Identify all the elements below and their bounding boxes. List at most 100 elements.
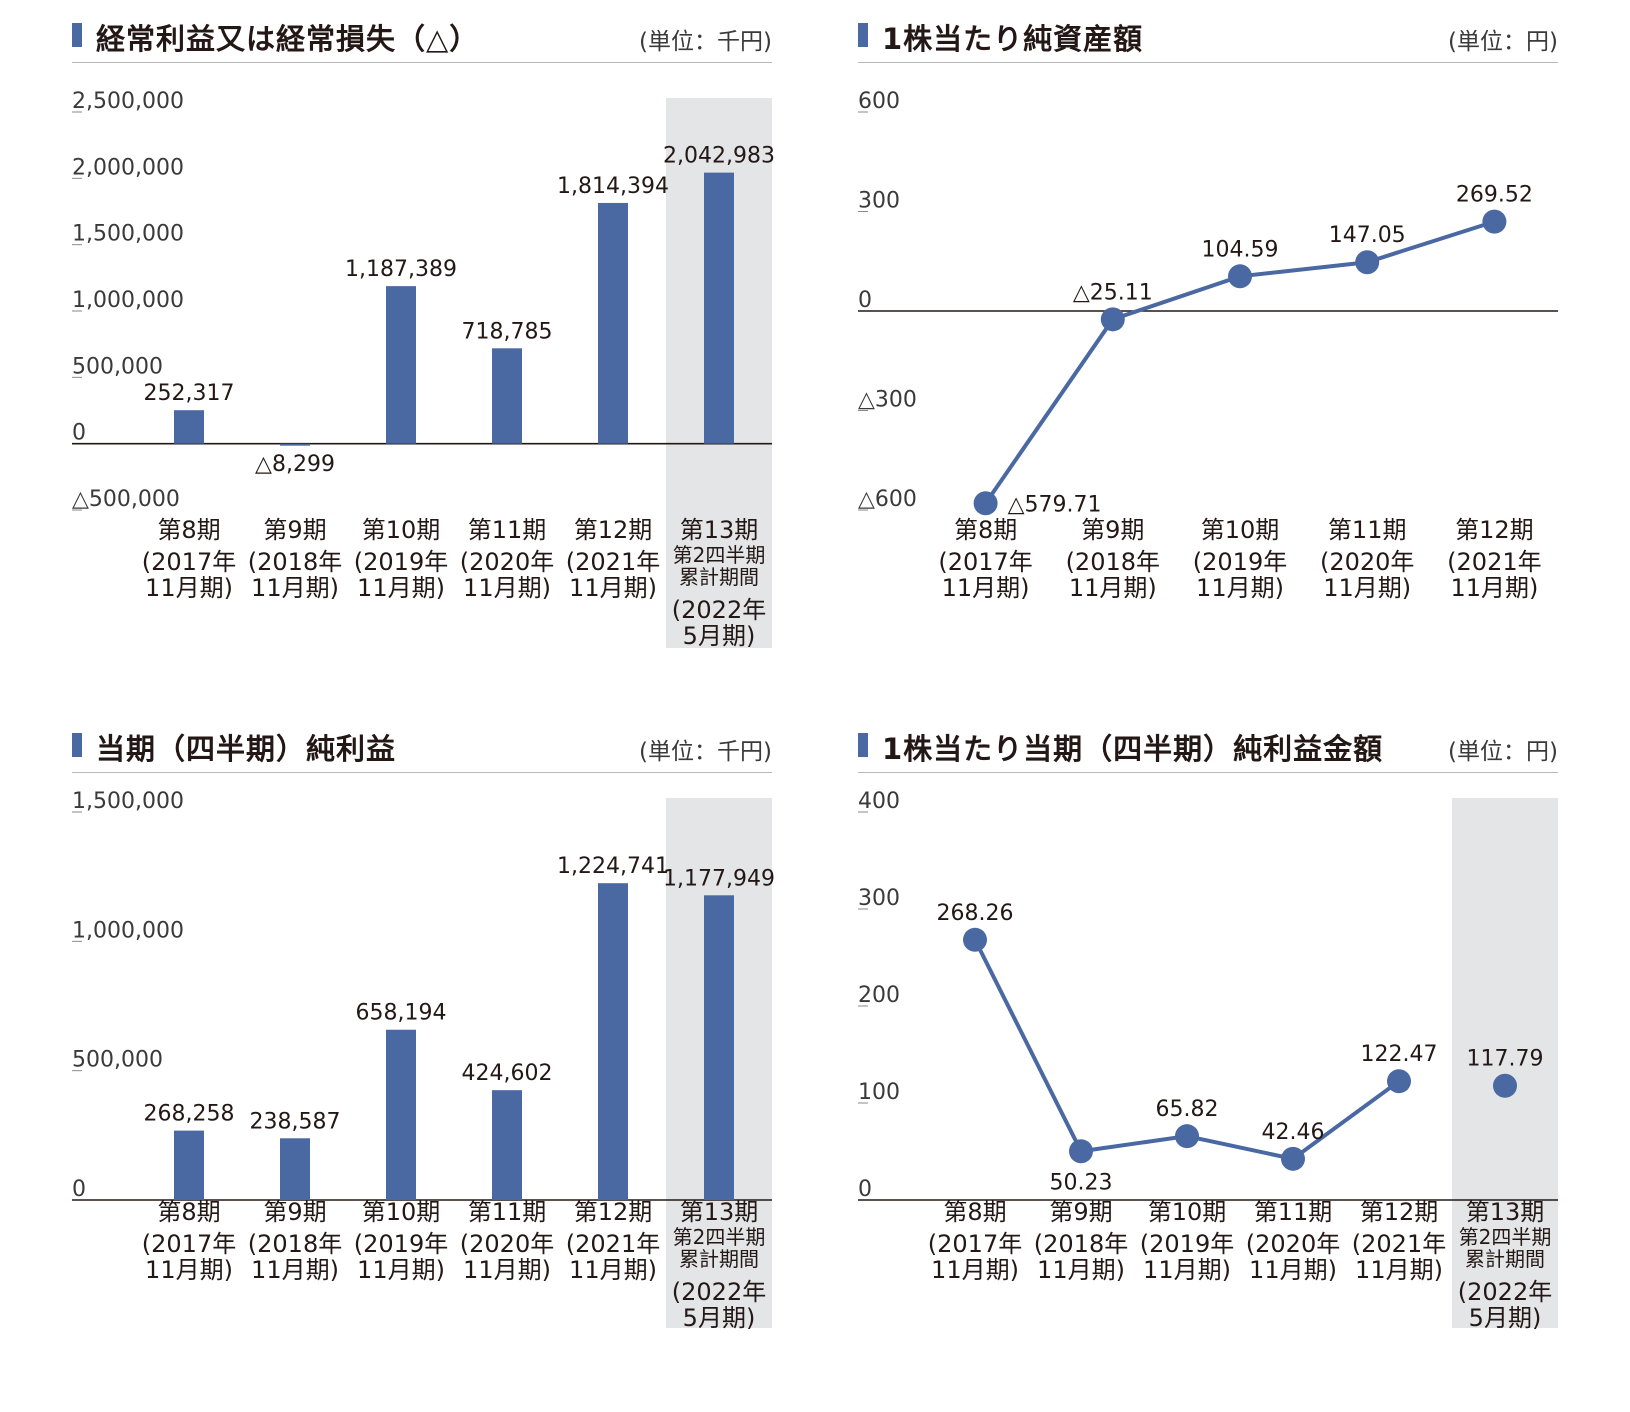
- panel-header: 経常利益又は経常損失（△） (単位：千円): [72, 12, 772, 63]
- bar: [492, 1090, 522, 1200]
- bar: [174, 410, 204, 444]
- x-label-line: 第8期: [943, 1198, 1006, 1226]
- title-marker: [858, 733, 868, 757]
- x-label-line: 第13期: [1466, 1198, 1545, 1226]
- x-label-line: (2017年: [938, 548, 1032, 576]
- x-label-line: (2019年: [354, 548, 448, 576]
- ytick-label: 200: [858, 983, 900, 1008]
- x-label-line: 11月期): [463, 574, 551, 602]
- x-label-line: (2021年: [1447, 548, 1541, 576]
- x-label-line: 第9期: [263, 1198, 326, 1226]
- title-marker: [72, 23, 82, 47]
- x-label-line: 累計期間: [679, 1247, 759, 1271]
- x-label-line: (2019年: [354, 1230, 448, 1258]
- data-point: [963, 927, 987, 952]
- x-label-line: (2018年: [248, 1230, 342, 1258]
- panel-title: 経常利益又は経常損失（△）: [96, 22, 480, 56]
- panel-title: 1株当たり純資産額: [882, 22, 1144, 56]
- bar: [280, 1138, 310, 1200]
- panel-header: 1株当たり当期（四半期）純利益金額 (単位：円): [858, 722, 1558, 773]
- x-label-line: 第8期: [157, 1198, 220, 1226]
- x-label-line: 5月期): [1469, 1304, 1542, 1332]
- x-label-line: (2022年: [672, 596, 766, 624]
- x-label-line: 第11期: [468, 1198, 547, 1226]
- x-label-line: 11月期): [1323, 574, 1411, 602]
- x-label-line: 11月期): [145, 1256, 233, 1284]
- x-label-line: 5月期): [683, 622, 756, 650]
- ytick-label: 1,500,000: [72, 222, 184, 247]
- x-label-line: 第10期: [1201, 516, 1280, 544]
- x-label-line: 第12期: [1360, 1198, 1439, 1226]
- ytick-label: 500,000: [72, 354, 163, 379]
- data-label: 147.05: [1329, 223, 1406, 248]
- title-marker: [72, 733, 82, 757]
- data-label: 424,602: [462, 1061, 553, 1086]
- ytick-label: 0: [858, 1177, 872, 1202]
- x-label-line: 累計期間: [679, 565, 759, 589]
- x-label-line: (2021年: [1352, 1230, 1446, 1258]
- x-label-line: 第11期: [1328, 516, 1407, 544]
- data-label: 50.23: [1050, 1170, 1113, 1195]
- x-label-line: (2018年: [248, 548, 342, 576]
- x-label-line: (2021年: [566, 548, 660, 576]
- ytick-label: 1,000,000: [72, 918, 184, 943]
- x-label-line: 第10期: [362, 1198, 441, 1226]
- unit-label: (単位：円): [1448, 739, 1558, 765]
- x-label-line: 11月期): [357, 1256, 445, 1284]
- ytick-label: △600: [858, 487, 917, 512]
- data-label: 1,177,949: [663, 866, 775, 891]
- x-label-line: 第10期: [1148, 1198, 1227, 1226]
- line-chart-eps: 400 300 200 100 0 268.26 50.23 65.82 42.46 122.47…: [858, 789, 1558, 1332]
- x-label-line: 11月期): [569, 574, 657, 602]
- data-label: 1,224,741: [557, 854, 669, 879]
- x-label-line: 第11期: [1254, 1198, 1333, 1226]
- x-label-line: (2020年: [1320, 548, 1414, 576]
- x-label-line: 11月期): [1037, 1256, 1125, 1284]
- x-label-line: 第13期: [680, 1198, 759, 1226]
- x-label-line: 第2四半期: [673, 543, 766, 567]
- data-label: 65.82: [1156, 1097, 1219, 1122]
- bar: [280, 443, 310, 446]
- x-label-line: 5月期): [683, 1304, 756, 1332]
- bar: [386, 1029, 416, 1200]
- bar-chart-ordinary-income: 2,500,000 2,000,000 1,500,000 1,000,000 500,…: [72, 89, 775, 650]
- x-label-line: 第12期: [1455, 516, 1534, 544]
- data-label: 1,814,394: [557, 174, 669, 199]
- data-label: 252,317: [144, 381, 235, 406]
- data-label: △579.71: [1008, 492, 1102, 517]
- x-label-line: 第9期: [1049, 1198, 1112, 1226]
- x-label-line: (2018年: [1066, 548, 1160, 576]
- x-label-line: (2017年: [142, 548, 236, 576]
- data-point: [1387, 1069, 1411, 1094]
- ytick-label: 300: [858, 189, 900, 214]
- x-label-line: (2022年: [1458, 1278, 1552, 1306]
- unit-label: (単位：千円): [639, 739, 772, 765]
- data-label: 117.79: [1467, 1047, 1544, 1072]
- data-label: 1,187,389: [345, 257, 457, 282]
- highlight-band: [1452, 798, 1558, 1328]
- x-label-line: (2017年: [928, 1230, 1022, 1258]
- x-label-line: 第9期: [1081, 516, 1144, 544]
- x-label-line: 11月期): [1450, 574, 1538, 602]
- ytick-label: △300: [858, 388, 917, 413]
- x-label-line: (2018年: [1034, 1230, 1128, 1258]
- x-label-line: 11月期): [1196, 574, 1284, 602]
- title-marker: [858, 23, 868, 47]
- x-label-line: 11月期): [942, 574, 1030, 602]
- x-label-line: 第2四半期: [673, 1225, 766, 1249]
- bar: [598, 202, 628, 444]
- x-label-line: 第10期: [362, 516, 441, 544]
- data-label: 268.26: [937, 901, 1014, 926]
